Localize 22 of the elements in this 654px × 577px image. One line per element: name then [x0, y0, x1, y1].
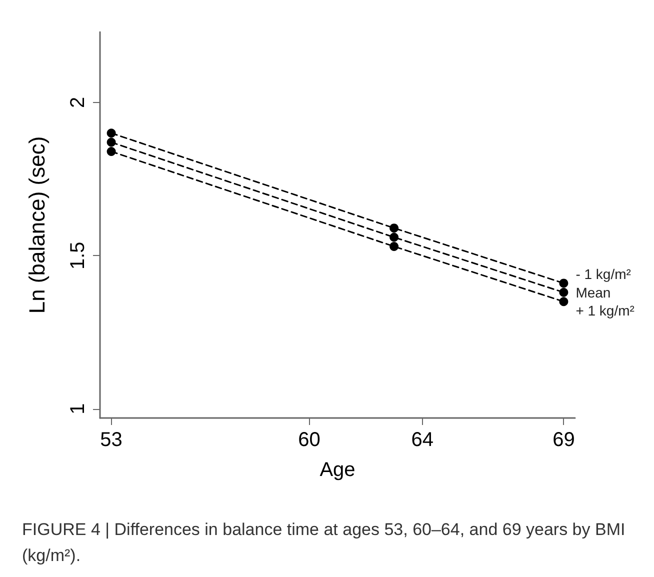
- x-tick-label: 64: [411, 429, 434, 451]
- point: [106, 128, 116, 138]
- y-tick-label: 2: [67, 96, 89, 108]
- series-label: - 1 kg/m²: [576, 266, 632, 282]
- y-tick-label: 1: [67, 403, 89, 414]
- x-tick-label: 69: [552, 429, 575, 451]
- point: [559, 278, 568, 288]
- caption: FIGURE 4 | Differences in balance time at ages 53, 60–64, and 69 years by BMI (kg/m²).: [22, 519, 626, 567]
- x-tick-label: 53: [100, 429, 122, 451]
- point: [390, 242, 399, 251]
- series-label: + 1 kg/m²: [576, 302, 635, 319]
- point: [106, 138, 116, 147]
- point: [390, 224, 399, 233]
- point: [390, 232, 399, 242]
- y-axis-title: Ln (balance) (sec): [24, 136, 50, 314]
- x-tick-label: 60: [298, 429, 320, 451]
- point: [559, 297, 568, 306]
- series-label: Mean: [576, 284, 611, 300]
- y-tick-label: 1.5: [67, 242, 89, 270]
- point: [106, 146, 116, 156]
- point: [559, 288, 568, 297]
- x-axis-title: Age: [320, 459, 356, 481]
